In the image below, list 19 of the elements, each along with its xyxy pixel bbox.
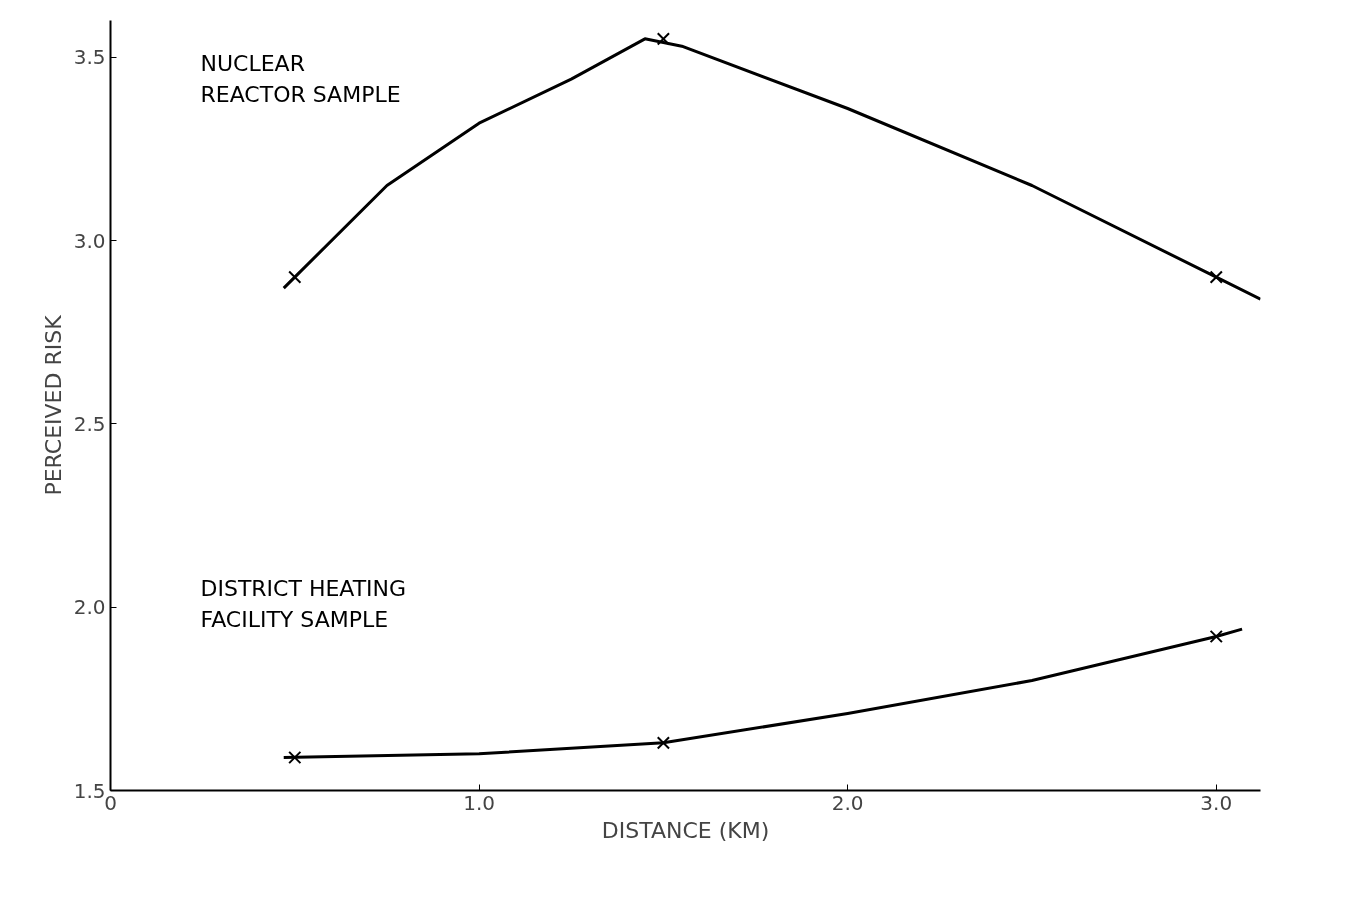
point [288, 750, 302, 765]
x-axis-title: DISTANCE (KM) [601, 817, 770, 843]
annotation: NUCLEAR REACTOR SAMPLE [200, 50, 401, 107]
x-tick-label: 2.0 [831, 790, 864, 815]
point [656, 736, 671, 750]
point [1209, 629, 1223, 644]
point [656, 32, 671, 46]
y-tick-label: 3.5 [73, 45, 106, 70]
annotation: DISTRICT HEATING FACILITY SAMPLE [200, 575, 407, 632]
point [288, 270, 302, 284]
y-tick-label: 2.5 [73, 411, 106, 436]
y-tick-label: 2.0 [73, 595, 106, 620]
y-tick-label: 1.5 [73, 778, 106, 803]
y-axis-title: PERCEIVED RISK [40, 314, 66, 496]
y-tick-label: 3.0 [73, 228, 106, 253]
x-tick-label: 0 [104, 790, 117, 815]
x-tick-label: 3.0 [1200, 790, 1233, 815]
point [1209, 270, 1223, 284]
x-tick-label: 1.0 [463, 790, 495, 815]
